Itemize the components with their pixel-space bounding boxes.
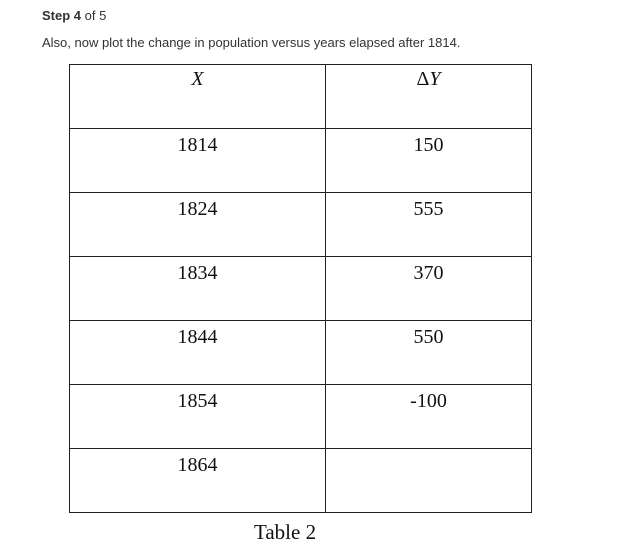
table-row: 1864 xyxy=(69,448,532,513)
table-row: 1814 150 xyxy=(69,128,532,193)
header-delta-y: ΔY xyxy=(325,64,532,129)
delta-symbol: Δ xyxy=(416,68,430,90)
table-row: 1844 550 xyxy=(69,320,532,385)
cell-x: 1814 xyxy=(69,128,326,193)
cell-delta-y: 555 xyxy=(325,192,532,257)
cell-x: 1844 xyxy=(69,320,326,385)
cell-delta-y: 370 xyxy=(325,256,532,321)
step-total: of 5 xyxy=(84,8,107,23)
cell-x: 1824 xyxy=(69,192,326,257)
cell-delta-y: 550 xyxy=(325,320,532,385)
cell-delta-y xyxy=(325,448,532,513)
table-row: 1854 -100 xyxy=(69,384,532,449)
cell-delta-y: -100 xyxy=(325,384,532,449)
cell-x: 1834 xyxy=(69,256,326,321)
table-header-row: X ΔY xyxy=(69,64,532,129)
table-caption: Table 2 xyxy=(254,520,317,544)
header-x: X xyxy=(69,64,326,129)
cell-delta-y: 150 xyxy=(325,128,532,193)
instruction-text: Also, now plot the change in population … xyxy=(42,35,461,50)
header-y-variable: Y xyxy=(429,68,441,90)
population-table-container: X ΔY 1814 150 1824 555 1834 370 1844 550… xyxy=(69,64,532,513)
cell-x: 1854 xyxy=(69,384,326,449)
step-indicator: Step 4 of 5 xyxy=(42,6,106,26)
step-label: Step 4 xyxy=(42,8,82,23)
table-row: 1824 555 xyxy=(69,192,532,257)
population-change-table: X ΔY 1814 150 1824 555 1834 370 1844 550… xyxy=(69,64,532,513)
table-row: 1834 370 xyxy=(69,256,532,321)
cell-x: 1864 xyxy=(69,448,326,513)
